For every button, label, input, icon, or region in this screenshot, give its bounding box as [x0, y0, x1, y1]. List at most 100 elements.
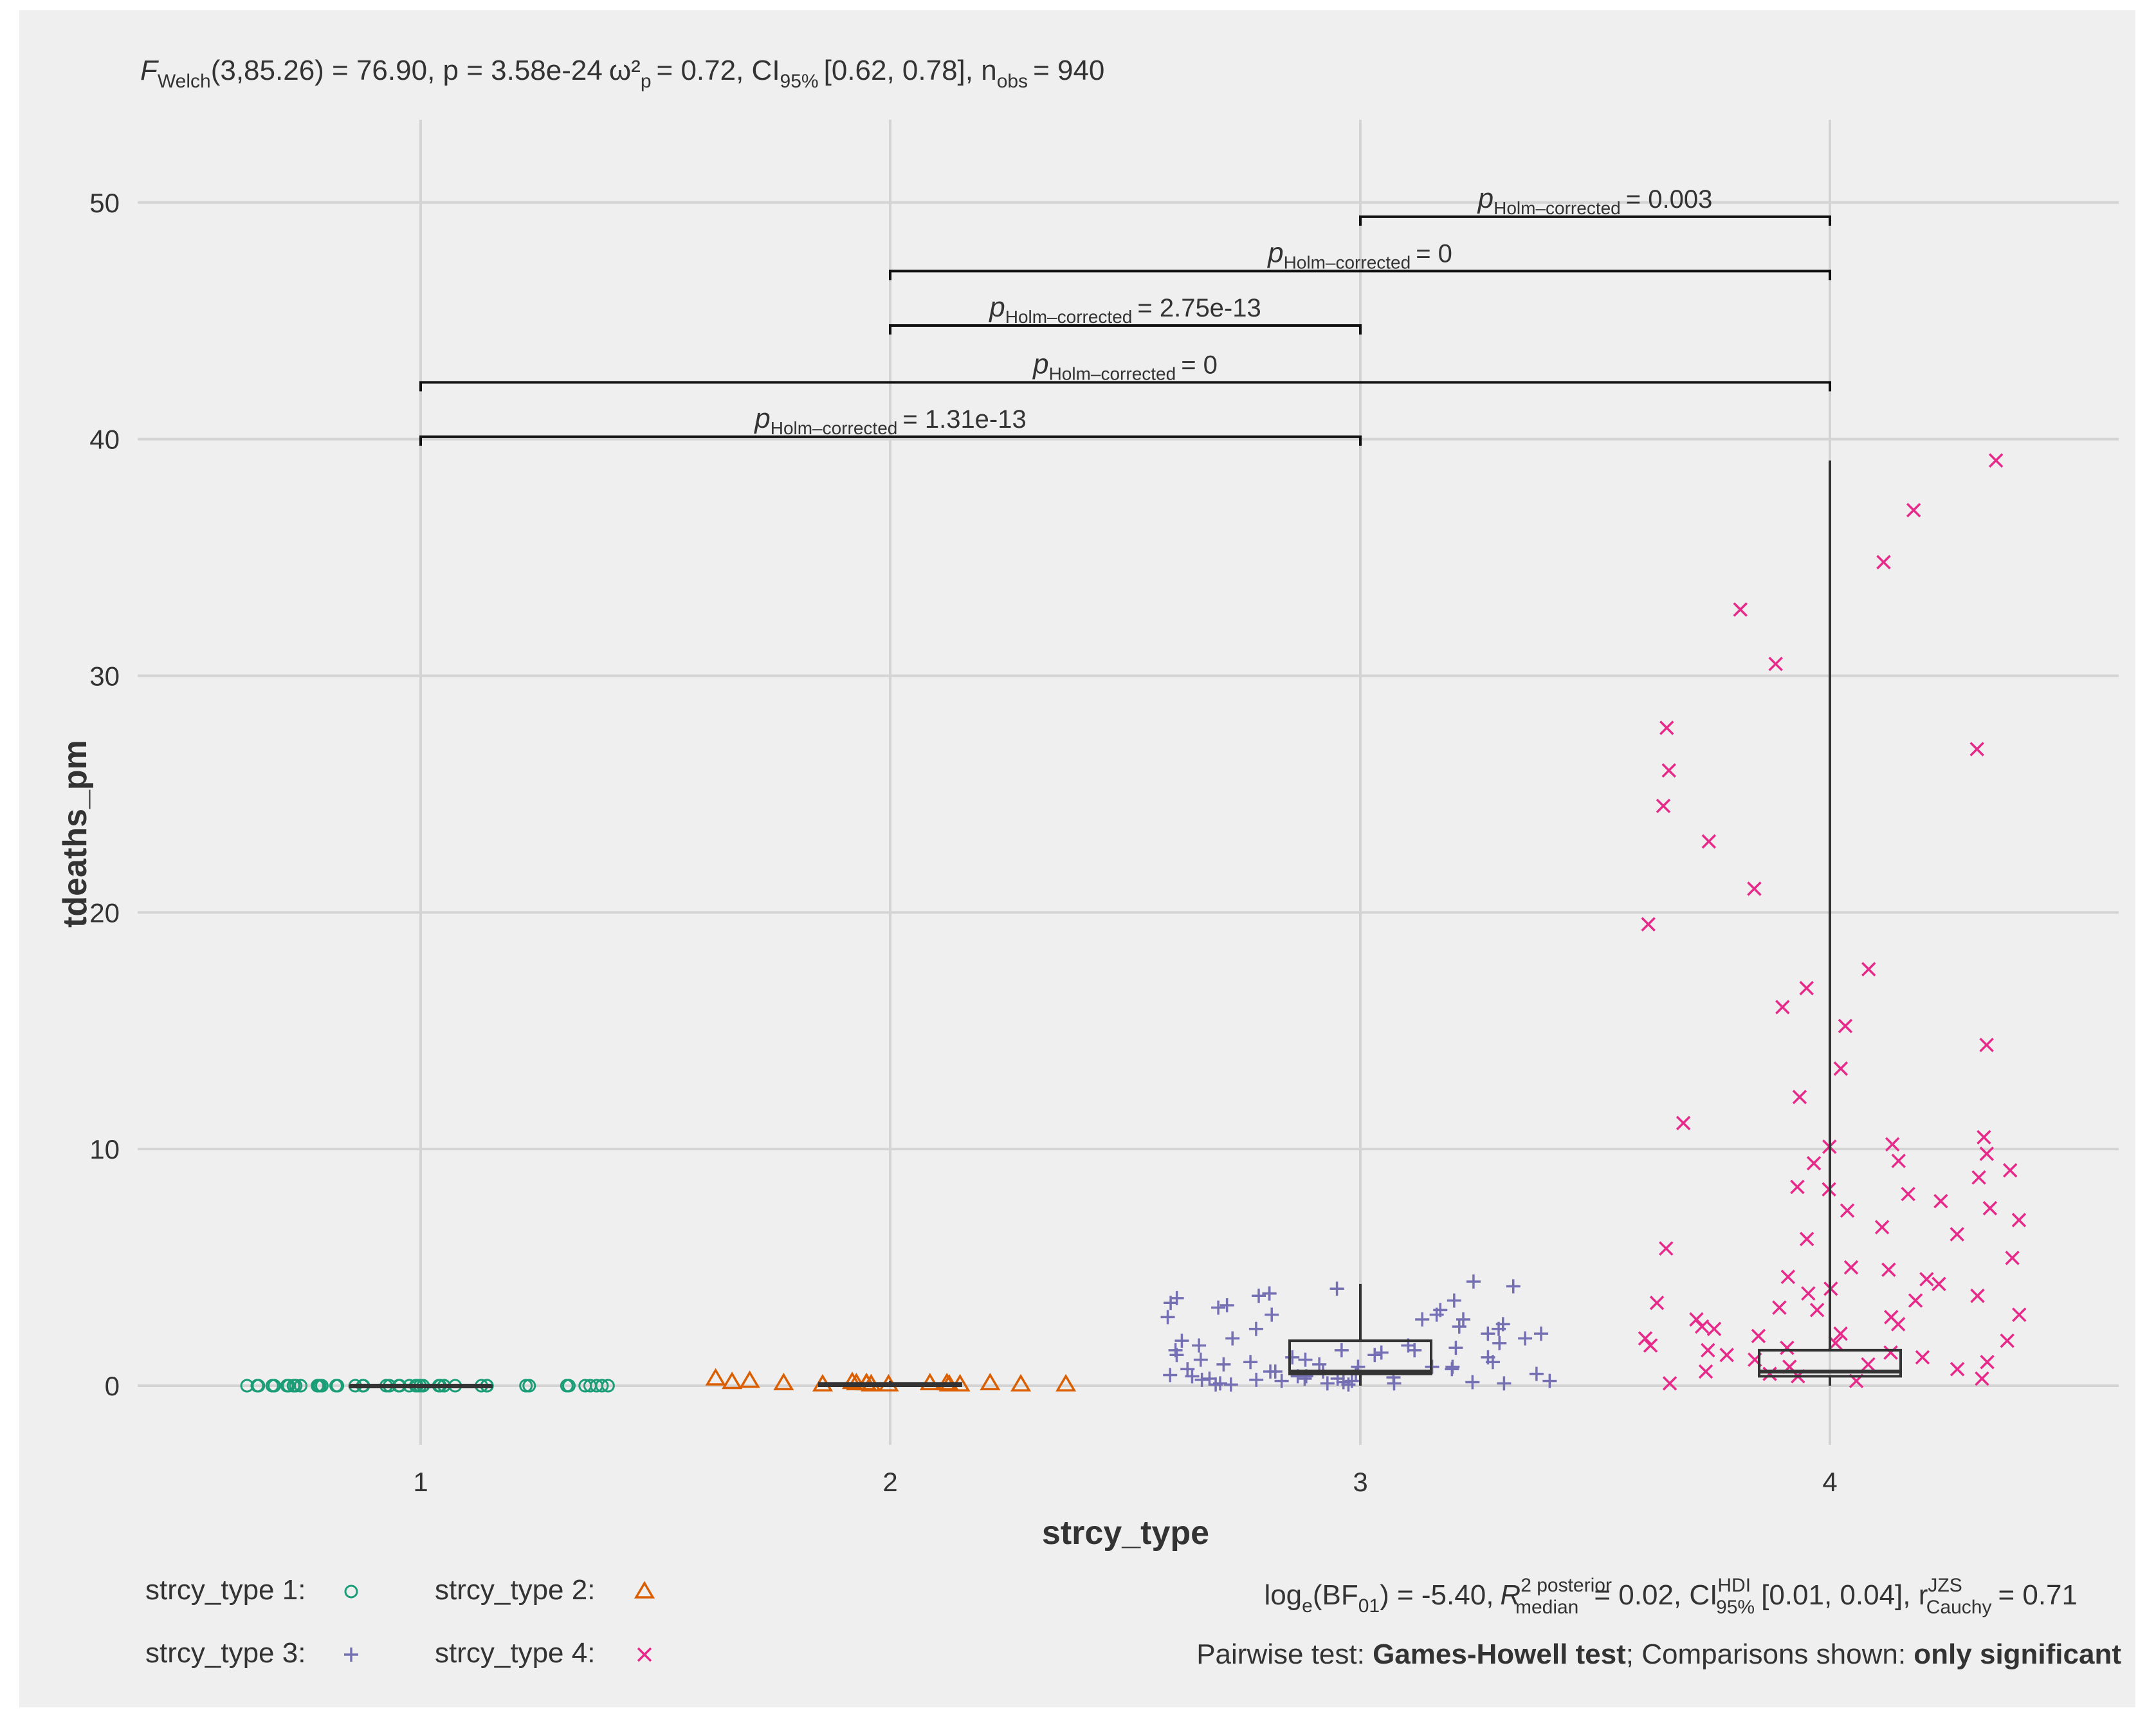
- data-point: [1701, 834, 1717, 849]
- subtitle-ci-text: [0.62, 0.78]: [824, 55, 965, 86]
- data-point: [1212, 1376, 1227, 1391]
- data-point: [1374, 1345, 1389, 1360]
- y-tick-label: 30: [89, 661, 120, 691]
- data-points: [240, 453, 2027, 1393]
- data-point: [1262, 1286, 1277, 1301]
- data-point: [1192, 1338, 1207, 1353]
- data-point: [2012, 1307, 2027, 1322]
- subtitle-p: , p = 3.58e-24: [427, 55, 603, 86]
- legend-label-3: strcy_type 3:: [145, 1637, 306, 1669]
- data-point: [1492, 1336, 1507, 1350]
- x-tick-labels: 1 2 3 4: [413, 1467, 1837, 1497]
- data-point: [1174, 1334, 1189, 1348]
- comparison-label-value: = 0.003: [1626, 185, 1713, 214]
- data-point: [841, 1372, 863, 1390]
- data-point: [1906, 502, 1921, 518]
- box: [1758, 1348, 1902, 1378]
- legend-keys: [344, 1581, 655, 1662]
- legend-label-1: strcy_type 1:: [145, 1574, 306, 1606]
- data-point: [1216, 1357, 1231, 1372]
- data-point: [856, 1372, 877, 1391]
- comparison-label-main: p: [1032, 348, 1048, 380]
- data-point: [2005, 1251, 2020, 1265]
- caption-ci-val: [0.01, 0.04], r: [1761, 1579, 1928, 1611]
- data-point: [1977, 1130, 1991, 1145]
- data-point: [846, 1372, 867, 1391]
- chart: FWelch(3,85.26) = 76.90, p = 3.58e-24 ω²p…: [57, 55, 2121, 1670]
- y-tick-label: 10: [89, 1134, 120, 1164]
- caption-r2-sup: 2 posterior: [1521, 1575, 1612, 1596]
- data-point: [1274, 1373, 1289, 1388]
- comparison-label-main: p: [1477, 183, 1494, 214]
- data-point: [1950, 1227, 1964, 1242]
- data-point: [1801, 1286, 1816, 1301]
- caption-r2-val: = 0.02, CI: [1594, 1579, 1717, 1611]
- data-point: [1485, 1355, 1500, 1370]
- data-point: [1890, 1317, 1906, 1332]
- data-point: [1415, 1312, 1430, 1327]
- legend-key-triangle-icon: [634, 1581, 655, 1599]
- data-point: [562, 1379, 576, 1393]
- data-point: [919, 1372, 940, 1391]
- comparison-label: pHolm–corrected = 0: [1032, 348, 1218, 383]
- data-point: [1881, 1262, 1896, 1278]
- data-point: [1919, 1272, 1934, 1287]
- subtitle-ci-sub: 95%: [780, 71, 819, 92]
- data-point: [1701, 1343, 1715, 1358]
- data-point: [1950, 1362, 1965, 1377]
- data-point: [1534, 1327, 1549, 1341]
- data-point: [1883, 1345, 1898, 1360]
- data-point: [1706, 1321, 1722, 1336]
- data-point: [1799, 1231, 1814, 1247]
- data-point: [1908, 1293, 1923, 1308]
- caption-bf-val: ) = -5.40,: [1380, 1579, 1494, 1611]
- x-tick-label: 4: [1822, 1467, 1837, 1497]
- data-point: [1694, 1319, 1710, 1334]
- data-point: [1885, 1137, 1900, 1152]
- legend-key-x-icon: [637, 1647, 652, 1662]
- data-point: [1762, 1366, 1777, 1381]
- data-point: [1979, 1146, 1995, 1161]
- x-axis-label: strcy_type: [1042, 1514, 1209, 1552]
- subtitle-n-sub: obs: [997, 71, 1028, 92]
- comparison-label-sub: Holm–corrected: [1005, 307, 1133, 327]
- data-point: [1676, 1116, 1691, 1130]
- x-tick-label: 2: [882, 1467, 897, 1497]
- data-point: [1970, 1289, 1985, 1303]
- data-point: [267, 1379, 281, 1393]
- comparison-bracket: [1359, 215, 1831, 226]
- comparison-label-sub: Holm–corrected: [1284, 252, 1411, 272]
- data-point: [980, 1372, 1001, 1391]
- data-point: [1747, 881, 1762, 896]
- comparison-bracket: [419, 435, 1362, 446]
- subtitle-es-sub: p: [641, 71, 652, 92]
- comparison-label-main: p: [753, 403, 770, 434]
- comparison-label: pHolm–corrected = 2.75e-13: [988, 291, 1261, 327]
- data-point: [1249, 1372, 1264, 1387]
- data-point: [2003, 1163, 2018, 1178]
- data-point: [1649, 1296, 1665, 1310]
- caption-shown-value: only significant: [1914, 1639, 2121, 1670]
- data-point: [1733, 602, 1748, 617]
- comparison-label: pHolm–corrected = 0: [1266, 237, 1452, 272]
- caption-bf-prefix: log: [1264, 1579, 1302, 1611]
- data-point: [1969, 742, 1984, 757]
- data-point: [1982, 1200, 1998, 1216]
- comparison-label-value: = 1.31e-13: [902, 405, 1026, 434]
- data-point: [1775, 1000, 1790, 1015]
- data-point: [1447, 1293, 1461, 1308]
- plot-panel: FWelch(3,85.26) = 76.90, p = 3.58e-24 ω²p…: [19, 10, 2135, 1707]
- data-point: [1010, 1373, 1032, 1391]
- y-tick-label: 0: [105, 1371, 120, 1401]
- subtitle-n: , n: [965, 55, 997, 86]
- subtitle-es: ω²: [609, 55, 641, 86]
- comparison-label: pHolm–corrected = 1.31e-13: [753, 403, 1027, 438]
- comparison-bracket: [889, 324, 1362, 335]
- caption-bayes: loge(BF01) = -5.40, R2 posterior median = 0…: [1264, 1575, 2078, 1618]
- y-tick-label: 20: [89, 897, 120, 928]
- caption-r-sub: Cauchy: [1926, 1597, 1992, 1618]
- comparison-label-sub: Holm–corrected: [1049, 363, 1176, 383]
- caption-bf-sub2: 01: [1358, 1595, 1380, 1617]
- comparison-bracket: [889, 270, 1831, 280]
- data-point: [1429, 1307, 1444, 1322]
